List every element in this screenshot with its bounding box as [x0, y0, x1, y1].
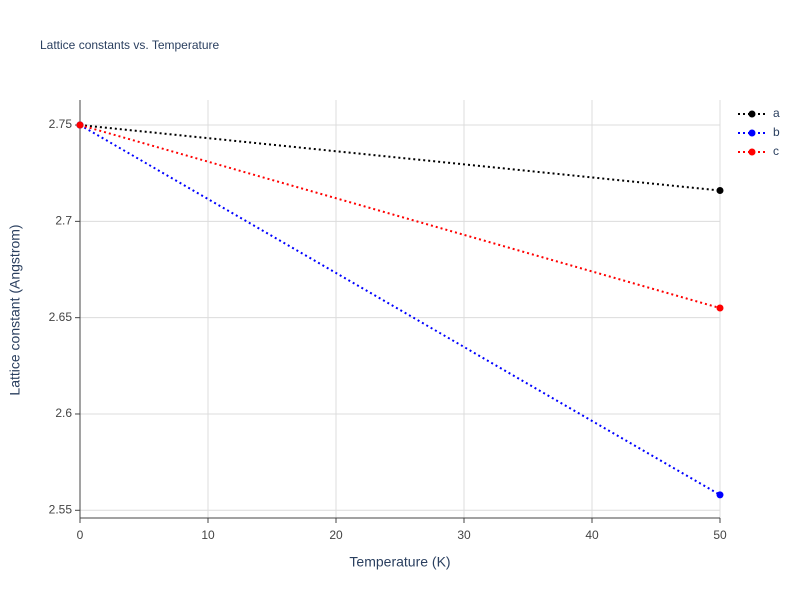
x-tick-label: 0 — [77, 528, 84, 542]
y-tick-label: 2.65 — [49, 310, 73, 324]
legend-label: c — [773, 144, 779, 158]
y-axis-label: Lattice constant (Angstrom) — [7, 224, 23, 395]
y-tick-label: 2.55 — [49, 502, 73, 516]
data-point — [716, 491, 724, 499]
series-line — [79, 124, 721, 309]
x-axis-label: Temperature (K) — [349, 554, 450, 570]
x-tick-label: 10 — [201, 528, 215, 542]
x-tick-label: 30 — [457, 528, 471, 542]
x-tick-label: 40 — [585, 528, 599, 542]
legend-marker — [748, 148, 756, 156]
data-point — [716, 304, 724, 312]
x-tick-label: 20 — [329, 528, 343, 542]
data-point — [716, 187, 724, 195]
series-line — [79, 124, 721, 496]
chart-title: Lattice constants vs. Temperature — [40, 38, 220, 52]
y-tick-label: 2.75 — [49, 117, 73, 131]
legend-label: b — [773, 125, 780, 139]
series-line — [79, 124, 721, 192]
y-tick-label: 2.6 — [55, 406, 72, 420]
legend-marker — [748, 110, 756, 118]
legend-label: a — [773, 106, 780, 120]
x-tick-label: 50 — [713, 528, 727, 542]
y-tick-label: 2.7 — [55, 214, 72, 228]
data-point — [76, 121, 84, 129]
legend-marker — [748, 129, 756, 137]
